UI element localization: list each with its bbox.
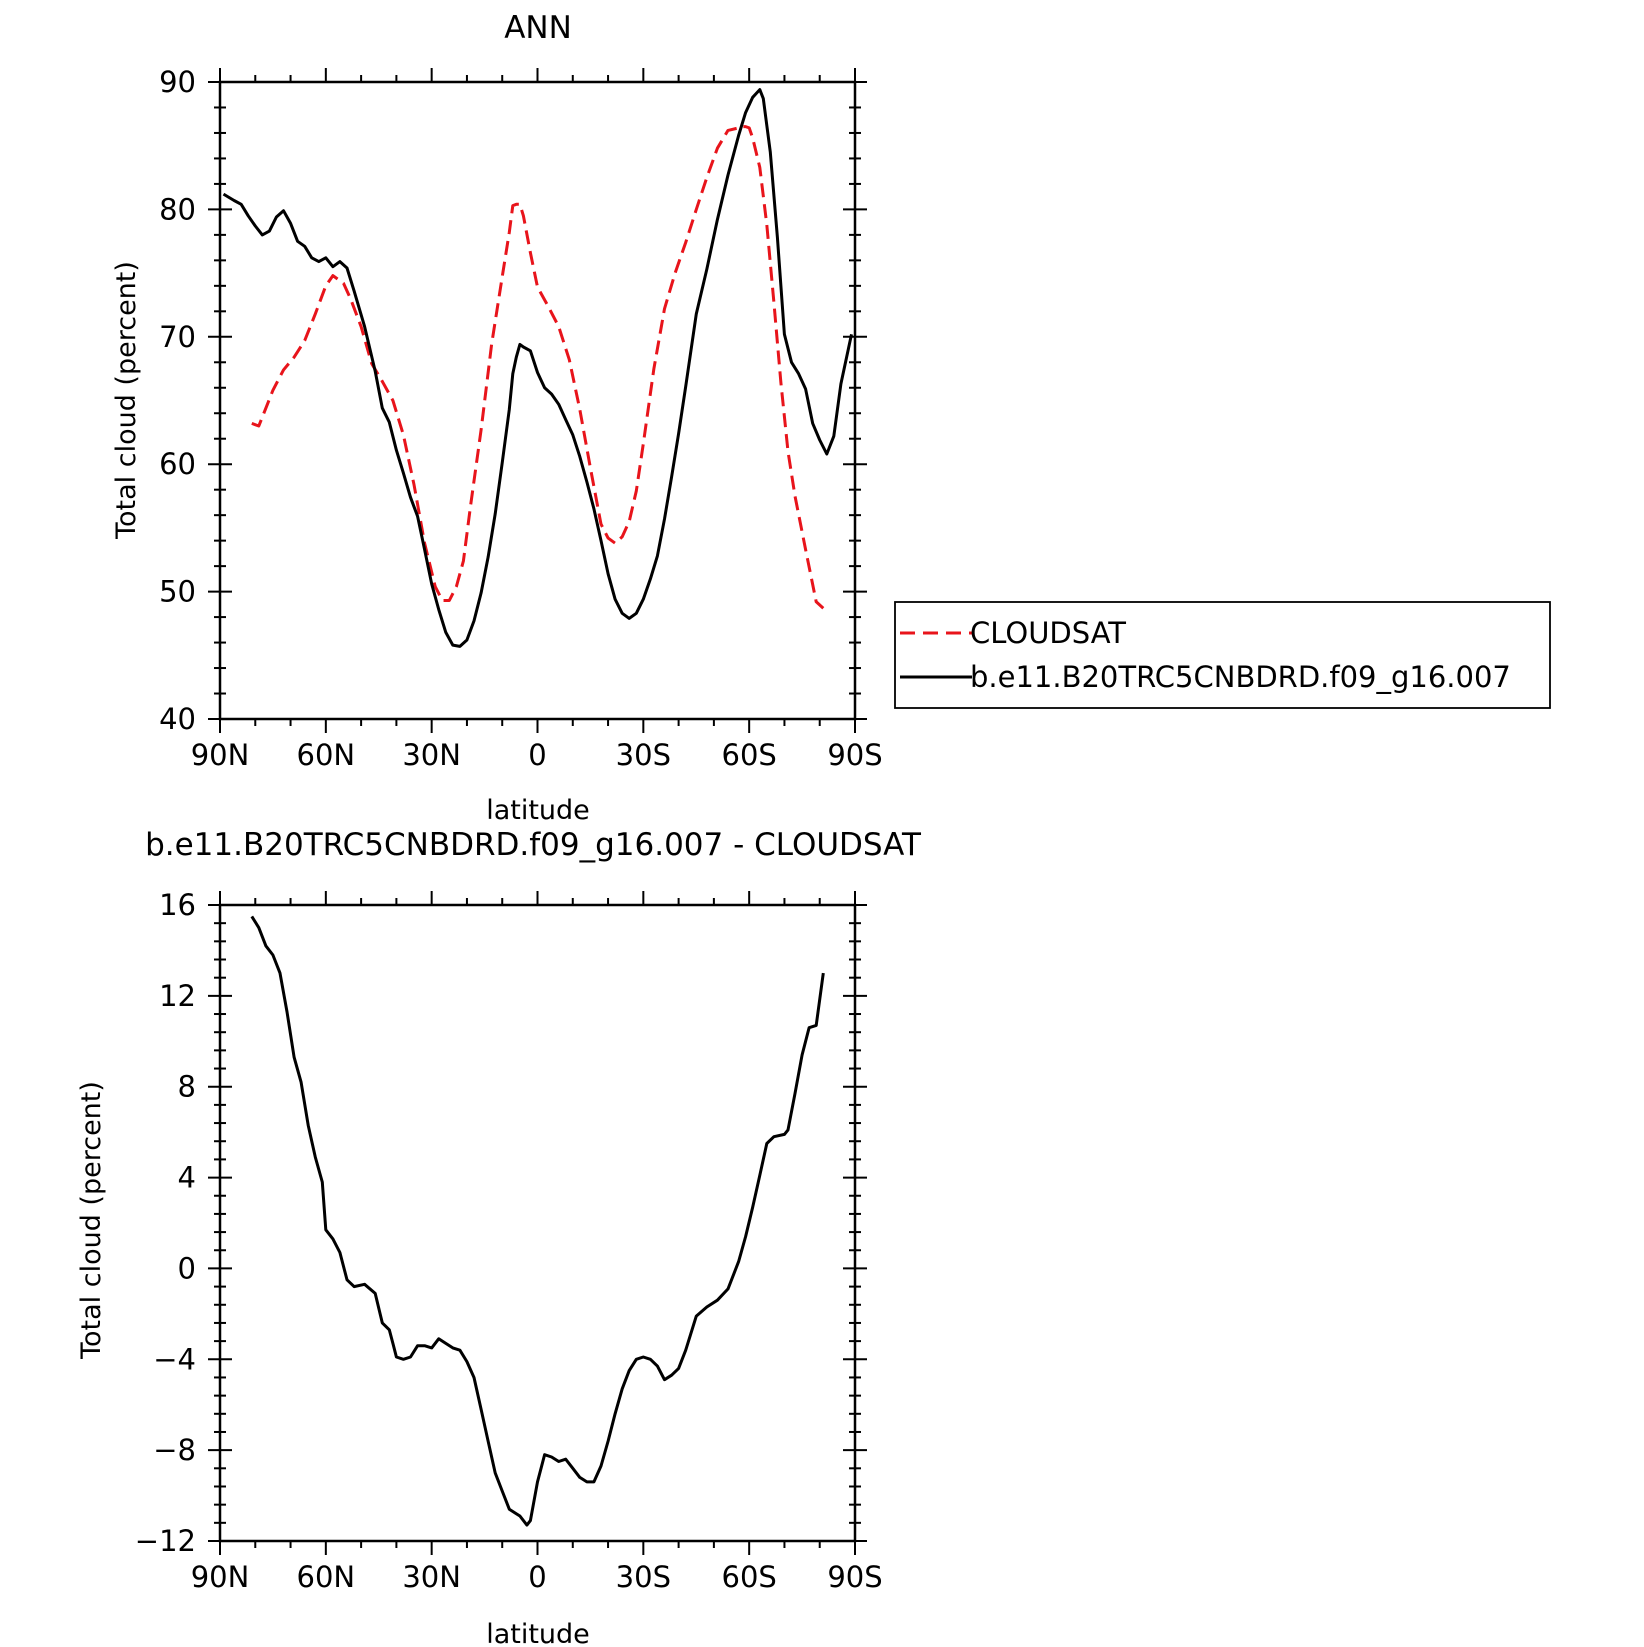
cloudsat-line bbox=[251, 125, 825, 610]
top-chart-xlabel: latitude bbox=[486, 795, 590, 826]
y-tick-label: 50 bbox=[159, 575, 196, 609]
difference-line bbox=[250, 915, 825, 1527]
y-tick-label: 12 bbox=[159, 979, 196, 1013]
legend-label-model: b.e11.B20TRC5CNBDRD.f09_g16.007 bbox=[970, 660, 1511, 694]
x-tick-label: 30N bbox=[402, 738, 461, 772]
x-tick-label: 0 bbox=[528, 738, 546, 772]
legend-label-cloudsat: CLOUDSAT bbox=[970, 616, 1126, 650]
x-tick-label: 0 bbox=[528, 1560, 546, 1594]
legend-box bbox=[894, 601, 1551, 709]
bottom-chart-frame bbox=[218, 903, 857, 1543]
x-tick-label: 30S bbox=[616, 738, 671, 772]
y-tick-label: 80 bbox=[159, 192, 196, 226]
model-line bbox=[222, 88, 853, 648]
x-tick-label: 60N bbox=[297, 738, 356, 772]
top-chart-series bbox=[222, 88, 853, 648]
top-chart-legend: CLOUDSAT b.e11.B20TRC5CNBDRD.f09_g16.007 bbox=[894, 601, 1551, 709]
bottom-chart-tick-labels: 90N 60N 30N 0 30S 60S 90S −12 −8 −4 0 4 8 12 16 bbox=[135, 888, 883, 1594]
bottom-chart-title: b.e11.B20TRC5CNBDRD.f09_g16.007 - CLOUDS… bbox=[145, 827, 922, 863]
y-tick-label: −12 bbox=[135, 1524, 196, 1558]
y-tick-label: 8 bbox=[178, 1070, 196, 1104]
bottom-panel: b.e11.B20TRC5CNBDRD.f09_g16.007 - CLOUDS… bbox=[76, 827, 922, 1647]
y-tick-label: 90 bbox=[159, 65, 196, 99]
top-chart-frame bbox=[218, 80, 857, 721]
x-tick-label: 60S bbox=[722, 738, 777, 772]
x-tick-label: 90S bbox=[827, 738, 882, 772]
bottom-chart-ylabel: Total cloud (percent) bbox=[76, 1081, 107, 1360]
top-chart-ticks bbox=[208, 68, 867, 733]
x-tick-label: 90S bbox=[827, 1560, 882, 1594]
x-tick-label: 30N bbox=[402, 1560, 461, 1594]
top-chart-tick-labels: 90N 60N 30N 0 30S 60S 90S 40 50 60 70 80 90 bbox=[159, 65, 883, 772]
bottom-chart-xlabel: latitude bbox=[486, 1619, 590, 1647]
y-tick-label: 40 bbox=[159, 702, 196, 736]
top-chart-ylabel: Total cloud (percent) bbox=[111, 261, 142, 540]
y-tick-label: −8 bbox=[153, 1433, 196, 1467]
y-tick-label: 60 bbox=[159, 447, 196, 481]
x-tick-label: 30S bbox=[616, 1560, 671, 1594]
x-tick-label: 90N bbox=[191, 738, 250, 772]
bottom-chart-ticks bbox=[208, 891, 867, 1555]
x-tick-label: 60N bbox=[297, 1560, 356, 1594]
x-tick-label: 90N bbox=[191, 1560, 250, 1594]
y-tick-label: 0 bbox=[178, 1251, 196, 1285]
top-panel: ANN Total cloud (percent) latitude 90N 60… bbox=[111, 10, 883, 826]
y-tick-label: −4 bbox=[153, 1342, 196, 1376]
y-tick-label: 16 bbox=[159, 888, 196, 922]
x-tick-label: 60S bbox=[722, 1560, 777, 1594]
top-chart-title: ANN bbox=[504, 10, 572, 46]
y-tick-label: 4 bbox=[178, 1161, 196, 1195]
y-tick-label: 70 bbox=[159, 320, 196, 354]
bottom-chart-series bbox=[250, 915, 825, 1527]
